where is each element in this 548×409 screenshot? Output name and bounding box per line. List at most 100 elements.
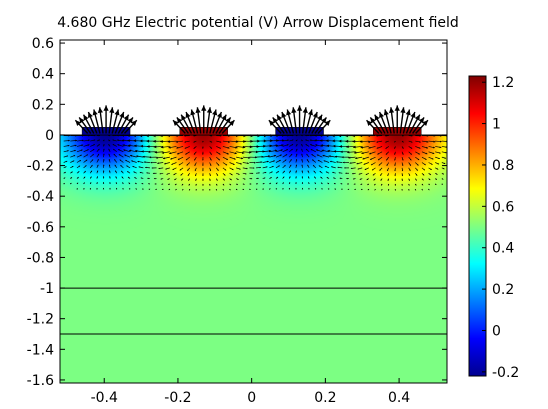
colorbar-tick-label: 0.4 xyxy=(492,241,514,257)
field-arrow-head xyxy=(210,153,212,155)
field-arrow-head xyxy=(112,139,114,141)
field-arrow-head xyxy=(436,168,439,170)
field-arrow-head xyxy=(153,145,157,149)
surface-field-arrow-head xyxy=(374,114,380,121)
field-arrow-head xyxy=(380,179,383,181)
field-arrow-head xyxy=(185,153,187,155)
field-arrow-head xyxy=(262,188,264,190)
surface-field-arrow-head xyxy=(173,120,179,126)
field-arrow-head xyxy=(408,174,411,176)
field-arrow-head xyxy=(93,139,96,141)
field-arrow-head xyxy=(209,174,211,176)
field-arrow-head xyxy=(332,171,334,174)
field-arrow-head xyxy=(376,134,378,137)
surface-field-arrow-head xyxy=(414,114,420,121)
surface-field-arrow-head xyxy=(176,117,183,124)
field-arrow-head xyxy=(336,161,338,163)
field-arrow-head xyxy=(353,178,355,180)
field-arrow-head xyxy=(256,183,258,185)
field-arrow-head xyxy=(102,187,105,190)
field-arrow-head xyxy=(263,177,266,179)
field-arrow-head xyxy=(242,188,245,190)
field-arrow-head xyxy=(167,140,171,143)
field-arrow-head xyxy=(271,171,273,173)
field-arrow-head xyxy=(209,179,211,181)
surface-field-arrow-head xyxy=(394,105,400,111)
field-arrow-head xyxy=(97,153,100,156)
field-arrow-head xyxy=(386,158,388,161)
field-arrow-head xyxy=(265,166,268,168)
field-arrow-head xyxy=(273,160,275,162)
field-arrow-head xyxy=(338,139,342,143)
field-arrow-head xyxy=(92,154,94,156)
field-arrow-head xyxy=(350,167,353,170)
surface-field-arrow-head xyxy=(195,107,201,113)
field-arrow-head xyxy=(120,165,122,167)
field-arrow-head xyxy=(340,183,342,185)
field-arrow-head xyxy=(142,155,145,158)
field-arrow-head xyxy=(248,156,251,159)
field-arrow-head xyxy=(67,144,70,147)
field-arrow-head xyxy=(394,184,397,186)
surface-field-arrow-head xyxy=(119,112,125,118)
field-arrow-head xyxy=(226,158,228,160)
field-arrow-head xyxy=(443,162,446,164)
field-arrow-head xyxy=(127,171,129,173)
field-arrow-head xyxy=(394,189,397,191)
field-arrow-head xyxy=(332,139,335,143)
field-arrow-head xyxy=(210,147,212,149)
field-arrow-head xyxy=(321,182,323,185)
field-arrow-head xyxy=(334,155,338,158)
field-arrow-head xyxy=(193,135,195,137)
field-arrow-head xyxy=(264,171,267,174)
x-tick-label: 0 xyxy=(247,390,256,406)
field-arrow-head xyxy=(118,149,120,151)
field-arrow-head xyxy=(140,177,143,179)
field-arrow-head xyxy=(280,149,283,152)
field-arrow-head xyxy=(157,162,159,164)
y-tick-label: 0.4 xyxy=(32,67,54,83)
surface-field-arrow-head xyxy=(286,109,292,116)
field-arrow-head xyxy=(76,188,78,190)
field-arrow-head xyxy=(241,151,245,154)
surface-field-arrow-head xyxy=(388,107,395,113)
field-arrow-head xyxy=(249,188,251,191)
field-arrow-head xyxy=(102,139,105,142)
field-arrow-head xyxy=(109,182,111,184)
field-arrow-head xyxy=(354,188,356,190)
surface-field-arrow-head xyxy=(312,112,318,118)
field-arrow-head xyxy=(266,160,269,163)
field-arrow-head xyxy=(364,168,367,170)
field-arrow-head xyxy=(155,188,157,191)
field-arrow-head xyxy=(263,183,265,185)
field-arrow-head xyxy=(363,163,366,165)
field-arrow-head xyxy=(109,170,111,172)
field-arrow-head xyxy=(137,160,140,163)
field-arrow-head xyxy=(374,188,377,191)
field-arrow-head xyxy=(338,134,342,138)
field-arrow-head xyxy=(345,139,349,143)
field-arrow-head xyxy=(226,152,229,155)
field-arrow-head xyxy=(410,147,413,149)
field-arrow-head xyxy=(161,151,165,154)
surface-field-arrow-head xyxy=(228,120,235,126)
field-arrow-head xyxy=(377,153,379,155)
field-arrow-head xyxy=(309,134,312,137)
field-arrow-head xyxy=(341,156,344,159)
field-arrow-head xyxy=(295,170,297,172)
field-arrow-head xyxy=(284,159,287,162)
field-arrow-head xyxy=(217,164,220,166)
field-arrow-head xyxy=(149,156,152,159)
field-arrow-head xyxy=(79,160,81,162)
field-arrow-head xyxy=(251,172,254,175)
field-arrow-head xyxy=(337,166,339,169)
field-arrow-head xyxy=(88,139,90,142)
field-arrow-head xyxy=(381,188,383,191)
field-arrow-head xyxy=(421,183,424,186)
surface-field-arrow-head xyxy=(127,117,133,124)
field-arrow-head xyxy=(202,153,204,155)
field-arrow-head xyxy=(352,140,356,143)
field-arrow-head xyxy=(316,154,319,157)
field-arrow-head xyxy=(356,162,359,165)
colorbar-tick-label: 0.6 xyxy=(492,199,514,215)
